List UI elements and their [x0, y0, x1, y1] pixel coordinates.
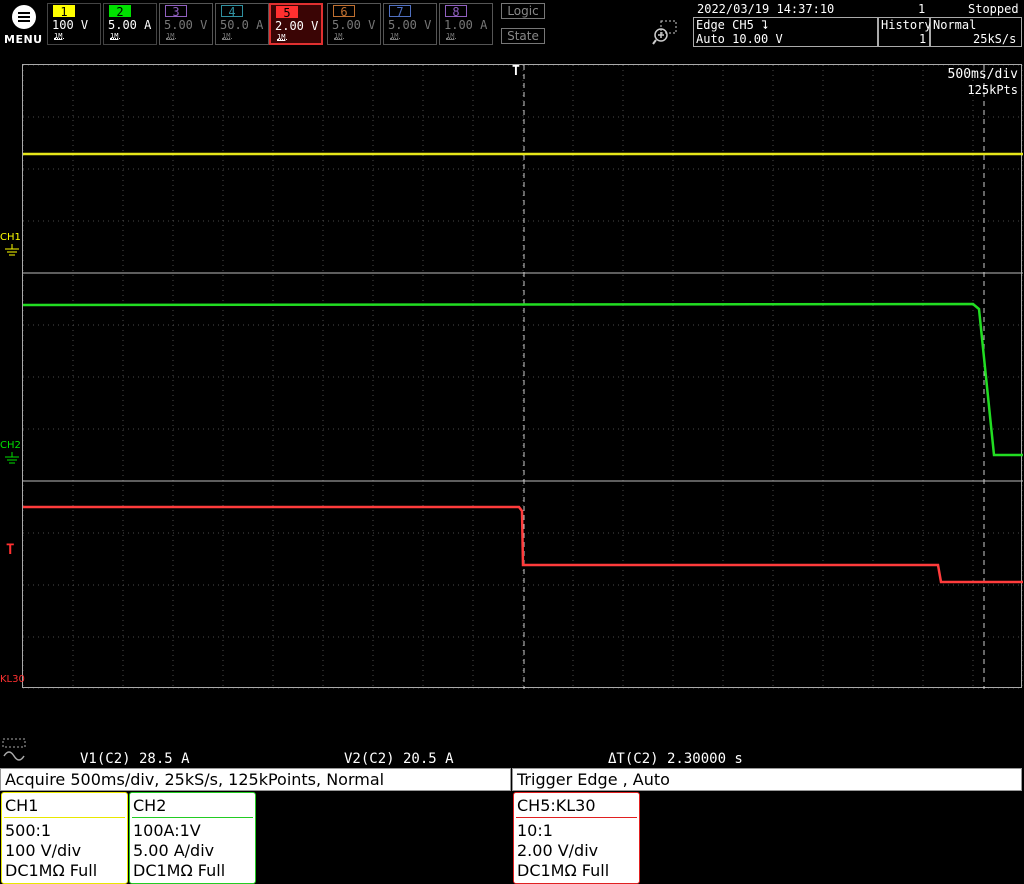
history-box[interactable]: History 1	[878, 17, 932, 47]
acquire-text: 500ms/div, 25kS/s, 125kPoints, Normal	[70, 770, 385, 789]
run-status[interactable]: Stopped	[968, 2, 1019, 16]
ch5-info-card[interactable]: CH5:KL30 10:1 2.00 V/div DC1MΩ Full	[513, 792, 640, 884]
coupling-icon	[446, 38, 456, 41]
cursor-dt-readout: ΔT(C2) 2.30000 s	[608, 751, 743, 767]
channel-scale: 2.00 V	[275, 19, 319, 33]
acquire-mode: Normal	[933, 18, 977, 32]
card-probe: 100A:1V	[133, 821, 201, 840]
channel-coupling: 1M	[222, 32, 231, 40]
cursor-readouts: V1(C2) 28.5 A V2(C2) 20.5 A ΔT(C2) 2.300…	[0, 750, 1024, 768]
acquisition-count: 1	[918, 2, 926, 16]
ground-icon	[5, 244, 19, 256]
channel-number: 1	[53, 5, 75, 18]
channel-8-chip[interactable]: 8 1.00 A 1M	[439, 3, 493, 45]
logic-button[interactable]: Logic	[501, 3, 545, 19]
ch5-trace	[23, 505, 1023, 584]
channel-coupling: 1M	[166, 32, 175, 40]
zoom-icon[interactable]	[652, 20, 678, 46]
sample-rate: 25kS/s	[973, 32, 1017, 46]
channel-number: 6	[333, 5, 355, 18]
channel-7-chip[interactable]: 7 5.00 V 1M	[383, 3, 437, 45]
ch1-info-card[interactable]: CH1 500:1 100 V/div DC1MΩ Full	[1, 792, 128, 884]
waveform-grid[interactable]: 500ms/div 125kPts	[22, 64, 1023, 689]
card-coupling: DC1MΩ Full	[5, 861, 98, 880]
ch1-offset-marker[interactable]: CH1	[0, 232, 21, 256]
channel-number: 2	[109, 5, 131, 18]
trigger-level: Auto 10.00 V	[696, 32, 783, 46]
coupling-icon	[277, 39, 287, 42]
channel-coupling: 1M	[446, 32, 455, 40]
channel-number: 3	[165, 5, 187, 18]
trigger-type: Edge CH5 ⮧	[696, 18, 769, 32]
menu-label: MENU	[4, 33, 43, 46]
timebase-label: 500ms/div	[947, 67, 1018, 82]
coupling-icon	[110, 38, 120, 41]
menu-button[interactable]: MENU	[2, 2, 44, 46]
cursor-v2-readout: V2(C2) 20.5 A	[344, 751, 454, 767]
channel-scale: 50.0 A	[220, 18, 264, 32]
ch2-trace	[23, 302, 1023, 457]
trigger-level-marker[interactable]: T	[6, 542, 15, 558]
channel-3-chip[interactable]: 3 5.00 V 1M	[159, 3, 213, 45]
card-scale: 5.00 A/div	[133, 841, 215, 860]
grid-canvas	[23, 65, 1023, 689]
card-title: CH2	[133, 796, 167, 815]
channel-number: 4	[221, 5, 243, 18]
card-probe: 10:1	[517, 821, 553, 840]
history-value: 1	[919, 32, 927, 46]
channel-coupling: 1M	[54, 32, 63, 40]
acquire-info[interactable]: Acquire 500ms/div, 25kS/s, 125kPoints, N…	[0, 768, 511, 791]
card-title: CH5:KL30	[517, 796, 596, 815]
coupling-icon	[222, 38, 232, 41]
card-coupling: DC1MΩ Full	[517, 861, 610, 880]
coupling-icon	[54, 38, 64, 41]
channel-coupling: 1M	[277, 33, 286, 41]
trigger-settings[interactable]: Edge CH5 ⮧ Auto 10.00 V	[693, 17, 878, 47]
ground-icon	[5, 452, 19, 464]
ch2-info-card[interactable]: CH2 100A:1V 5.00 A/div DC1MΩ Full	[129, 792, 256, 884]
channel-number: 5	[276, 6, 298, 19]
ch1-marker-label: CH1	[0, 232, 21, 243]
acquire-label: Acquire	[5, 770, 66, 789]
card-title: CH1	[5, 796, 39, 815]
channel-scale: 5.00 A	[108, 18, 152, 32]
menu-icon	[12, 5, 36, 29]
channel-5-chip[interactable]: 5 2.00 V 1M	[269, 3, 323, 45]
card-scale: 2.00 V/div	[517, 841, 599, 860]
channel-1-chip[interactable]: 1 100 V 1M	[47, 3, 101, 45]
coupling-icon	[334, 38, 344, 41]
history-label: History	[881, 18, 932, 32]
channel-6-chip[interactable]: 6 5.00 V 1M	[327, 3, 381, 45]
channel-scale: 5.00 V	[388, 18, 432, 32]
card-scale: 100 V/div	[5, 841, 82, 860]
datetime: 2022/03/19 14:37:10	[697, 2, 835, 16]
channel-scale: 5.00 V	[332, 18, 376, 32]
trigger-info-text: Trigger Edge , Auto	[517, 770, 670, 789]
channel-coupling: 1M	[390, 32, 399, 40]
channel-scale: 1.00 A	[444, 18, 488, 32]
channel-number: 7	[389, 5, 411, 18]
ch2-marker-label: CH2	[0, 440, 21, 451]
channel-scale: 100 V	[52, 18, 89, 32]
cursor-v1-readout: V1(C2) 28.5 A	[80, 751, 190, 767]
channel-2-chip[interactable]: 2 5.00 A 1M	[103, 3, 157, 45]
channel-number: 8	[445, 5, 467, 18]
state-button[interactable]: State	[501, 28, 545, 44]
trigger-position-marker[interactable]: T	[512, 64, 520, 79]
ch2-offset-marker[interactable]: CH2	[0, 440, 21, 464]
trigger-info[interactable]: Trigger Edge , Auto	[512, 768, 1022, 791]
card-coupling: DC1MΩ Full	[133, 861, 226, 880]
channel-coupling: 1M	[334, 32, 343, 40]
points-label: 125kPts	[967, 83, 1018, 97]
wave-signal-icon[interactable]	[2, 738, 28, 766]
ch5-marker-label: KL30	[0, 674, 25, 685]
ch5-offset-marker[interactable]: KL30	[0, 674, 25, 685]
card-probe: 500:1	[5, 821, 52, 840]
acquire-mode-box[interactable]: Normal 25kS/s	[930, 17, 1022, 47]
channel-coupling: 1M	[110, 32, 119, 40]
channel-scale: 5.00 V	[164, 18, 208, 32]
channel-4-chip[interactable]: 4 50.0 A 1M	[215, 3, 269, 45]
coupling-icon	[166, 38, 176, 41]
coupling-icon	[390, 38, 400, 41]
